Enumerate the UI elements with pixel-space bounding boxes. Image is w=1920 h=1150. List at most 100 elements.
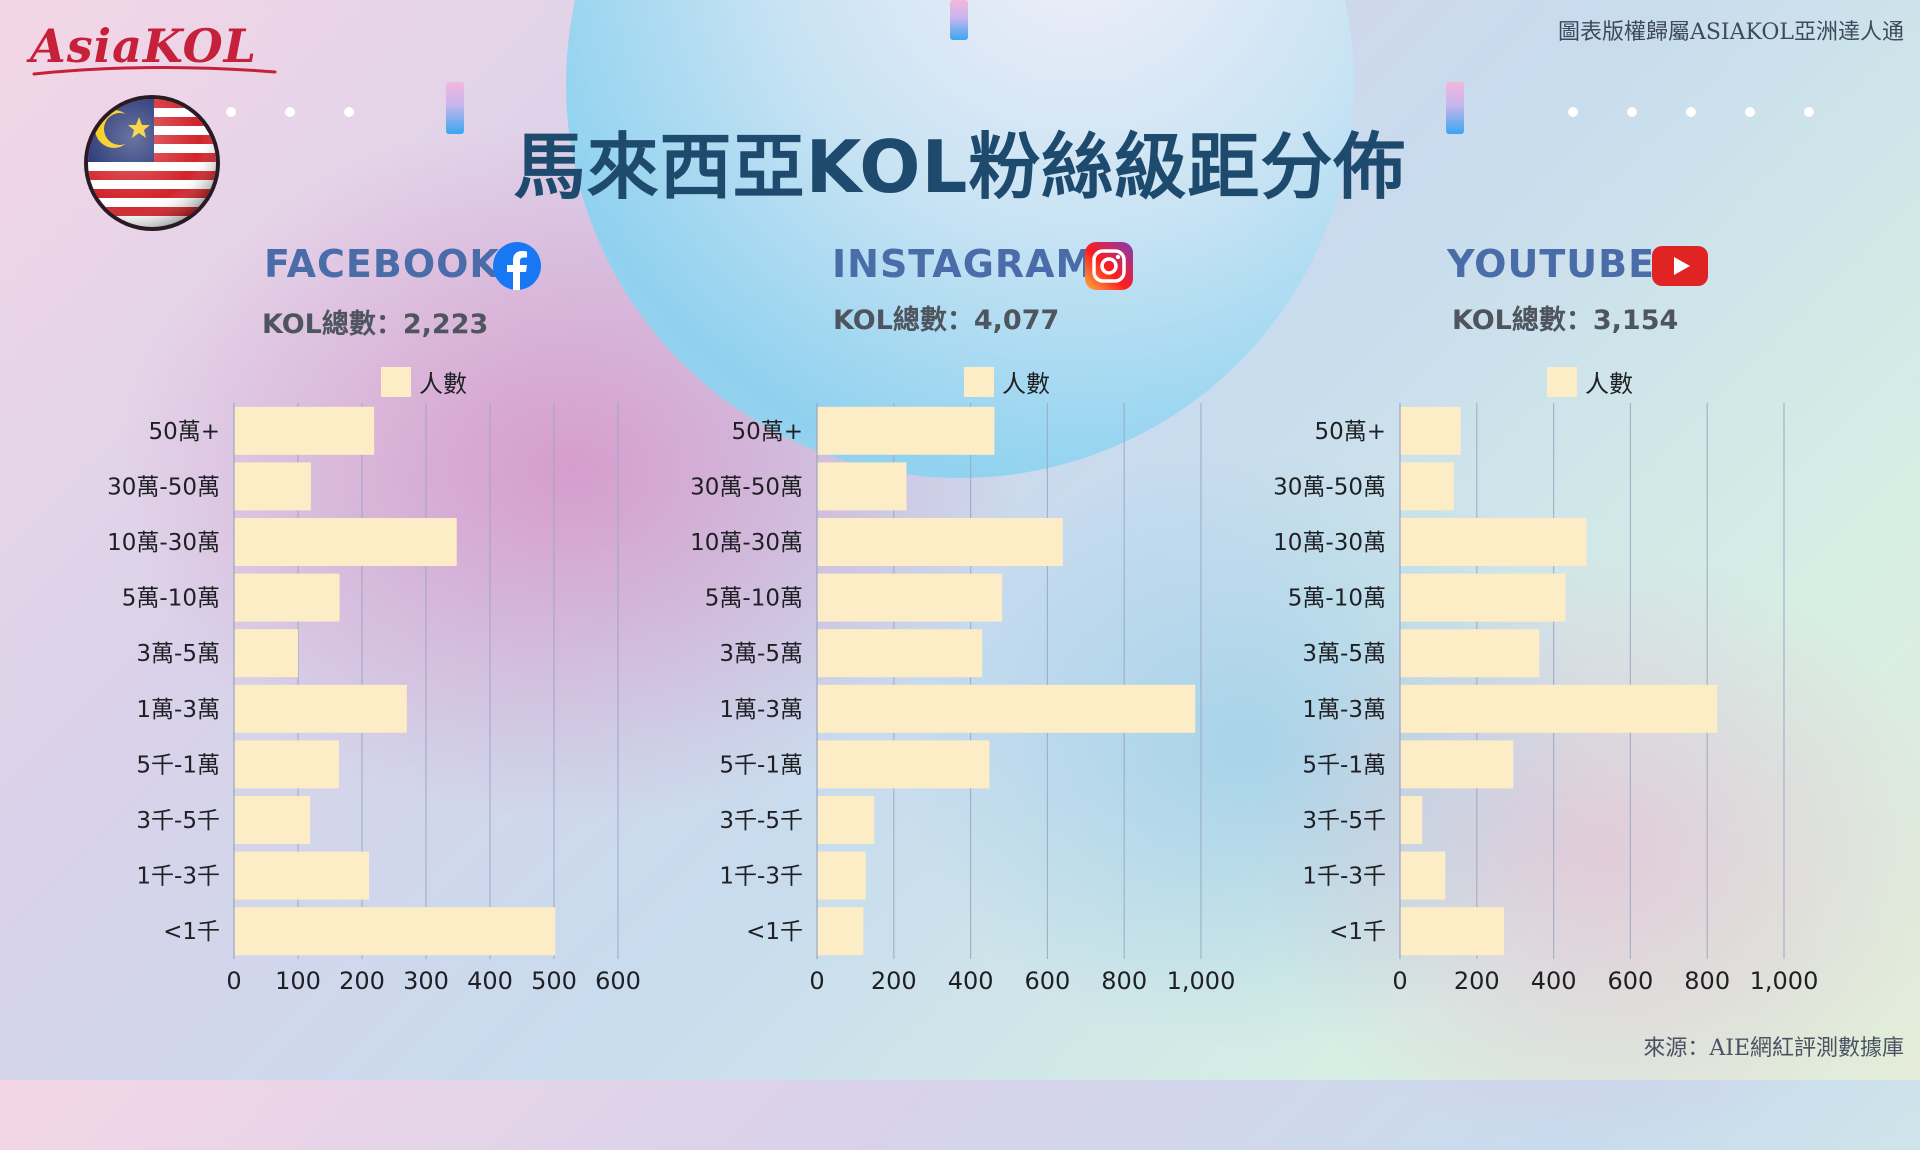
x-tick-label: 800 [1101,967,1147,995]
legend-label: 人數 [1002,370,1050,398]
accent-bar-left [446,82,464,134]
bar [234,907,556,956]
bar [234,629,298,678]
instagram-total-label: KOL總數：4,077 [833,305,1060,336]
category-label: 3千-5千 [136,808,220,834]
category-label: 5萬-10萬 [1288,586,1386,612]
x-tick-label: 600 [595,967,641,995]
category-label: 3千-5千 [719,808,803,834]
page-title: 馬來西亞KOL粉絲級距分佈 [513,125,1407,209]
x-tick-label: 100 [275,967,321,995]
accent-bar-top [950,0,968,40]
bar [817,684,1196,733]
bar [817,406,995,455]
category-label: 1千-3千 [136,864,220,890]
x-tick-label: 0 [809,967,824,995]
bar [234,462,311,511]
youtube-platform-title: YOUTUBE [1447,242,1656,286]
x-tick-label: 200 [1454,967,1500,995]
bar [1400,573,1566,622]
bar [817,796,875,844]
facebook-total-label: KOL總數：2,223 [262,309,489,340]
category-label: 30萬-50萬 [107,474,220,500]
bar [1400,629,1540,678]
facebook-chart: 50萬+ 30萬-50萬 10萬-30萬 5萬-10萬 3萬-5萬 1萬-3萬 5千-1萬 3… [40,380,660,1004]
copyright-text: 圖表版權歸屬ASIAKOL亞洲達人通 [1557,20,1904,45]
youtube-icon [1652,246,1708,286]
category-label: 10萬-30萬 [107,530,220,556]
bar [1400,851,1446,900]
bar [1400,796,1423,844]
category-label: 30萬-50萬 [1273,474,1386,500]
x-tick-label: 400 [1531,967,1577,995]
instagram-legend: 人數 [964,364,1050,399]
x-tick-label: 0 [226,967,241,995]
bar [817,573,1003,622]
category-label: 5千-1萬 [719,752,803,778]
legend-swatch [381,366,411,397]
dots-left [226,107,354,117]
bar [817,629,983,678]
x-tick-label: 600 [1607,967,1653,995]
youtube-bar-chart: 50萬+ 30萬-50萬 10萬-30萬 5萬-10萬 3萬-5萬 1萬-3萬 5千-1萬 3… [1273,403,1819,995]
legend-swatch [1547,366,1577,397]
category-label: 5萬-10萬 [122,586,220,612]
bar [234,740,339,789]
category-label: 1萬-3萬 [719,697,803,723]
x-tick-label: 200 [871,967,917,995]
category-label: 1萬-3萬 [136,697,220,723]
x-tick-label: 400 [467,967,513,995]
bar [1400,907,1505,956]
bar [234,684,407,733]
category-label: 3千-5千 [1302,808,1386,834]
logo-swoosh-icon [32,65,277,76]
bar [817,740,990,789]
category-label: 3萬-5萬 [719,641,803,667]
facebook-legend: 人數 [381,364,467,399]
x-tick-label: 1,000 [1750,967,1819,995]
x-tick-label: 600 [1024,967,1070,995]
bar [234,796,311,844]
category-label: 5千-1萬 [136,752,220,778]
youtube-chart: 50萬+ 30萬-50萬 10萬-30萬 5萬-10萬 3萬-5萬 1萬-3萬 5千-1萬 3… [1206,380,1826,1004]
bar [234,851,370,900]
category-label: 10萬-30萬 [1273,530,1386,556]
instagram-icon [1085,242,1133,290]
legend-label: 人數 [419,370,467,398]
legend-swatch [964,366,994,397]
instagram-bar-chart: 50萬+ 30萬-50萬 10萬-30萬 5萬-10萬 3萬-5萬 1萬-3萬 5千-1萬 3… [690,403,1236,995]
category-label: <1千 [746,919,803,945]
category-label: 1萬-3萬 [1302,697,1386,723]
x-tick-label: 300 [403,967,449,995]
bar [234,518,457,566]
category-label: 10萬-30萬 [690,530,803,556]
facebook-platform-title: FACEBOOK [264,242,500,286]
category-label: 5萬-10萬 [705,586,803,612]
x-tick-label: 1,000 [1167,967,1236,995]
instagram-chart: 50萬+ 30萬-50萬 10萬-30萬 5萬-10萬 3萬-5萬 1萬-3萬 5千-1萬 3… [623,380,1243,1004]
x-tick-label: 500 [531,967,577,995]
bar [1400,462,1454,511]
x-tick-label: 0 [1392,967,1407,995]
asiakol-logo: AsiaKOL [30,19,258,73]
bar [1400,406,1461,455]
x-tick-label: 400 [948,967,994,995]
category-label: 5千-1萬 [1302,752,1386,778]
youtube-total-label: KOL總數：3,154 [1452,305,1679,336]
category-label: 50萬+ [731,419,803,445]
category-label: 3萬-5萬 [1302,641,1386,667]
malaysia-flag-icon [84,95,220,231]
category-label: 50萬+ [148,419,220,445]
category-label: 3萬-5萬 [136,641,220,667]
accent-bar-right [1446,82,1464,134]
dots-right [1568,107,1814,117]
legend-label: 人數 [1585,370,1633,398]
bar [234,573,340,622]
bar [817,462,907,511]
bar [1400,740,1514,789]
category-label: 50萬+ [1314,419,1386,445]
category-label: 1千-3千 [1302,864,1386,890]
bar [817,851,866,900]
instagram-platform-title: INSTAGRAM [832,242,1095,286]
bar [234,406,375,455]
